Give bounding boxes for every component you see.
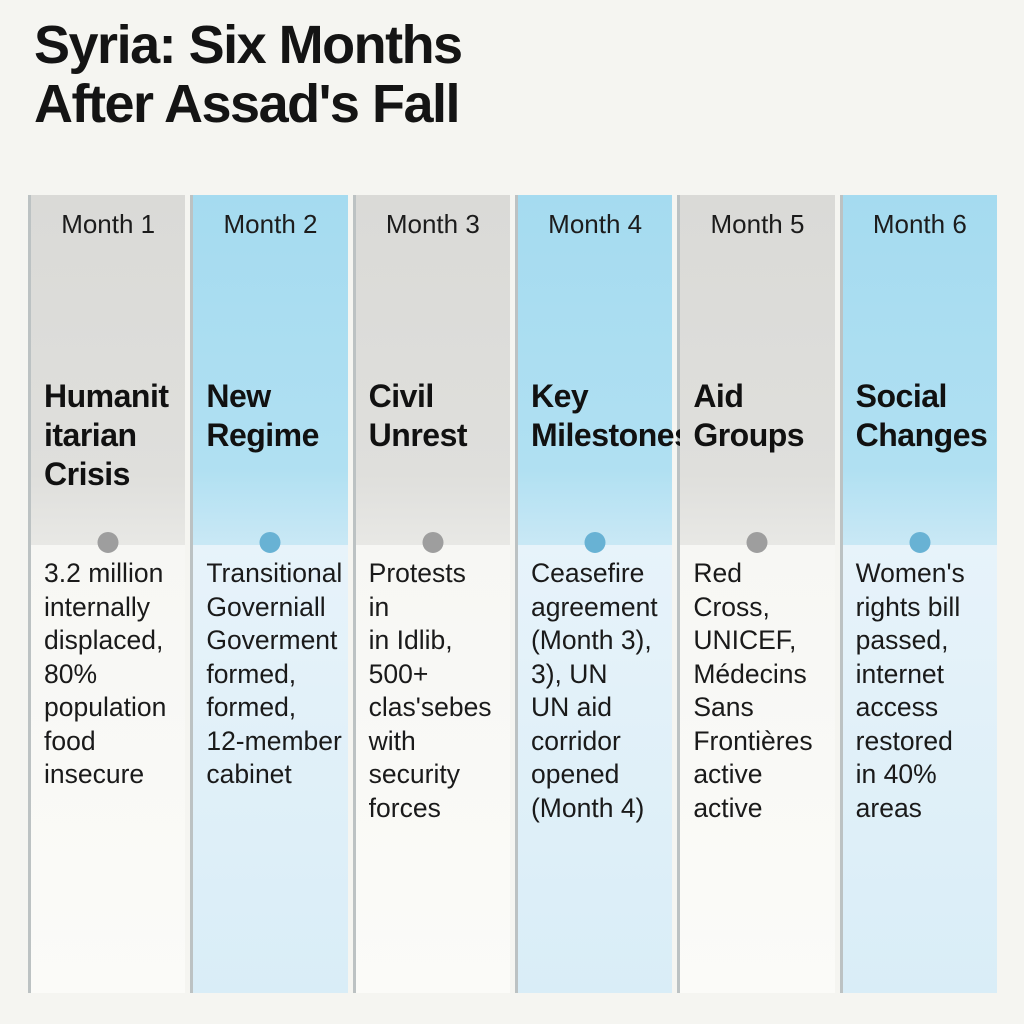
column-header-panel: Month 6 Social Changes xyxy=(842,195,997,553)
detail-text: Transitional Governiall Goverment formed… xyxy=(206,558,343,789)
column-header-panel: Month 4 Key Milestones xyxy=(517,195,692,553)
category-title: Aid Groups xyxy=(693,378,805,453)
detail-text: Ceasefire agreement (Month 3), 3), UN UN… xyxy=(530,558,658,823)
month-label: Month 2 xyxy=(223,209,318,239)
category-title: Humanit itarian Crisis xyxy=(44,378,169,492)
timeline-column-month-5: Month 5 Aid Groups Red Cross, UNICEF, Mé… xyxy=(677,195,835,993)
column-header-panel: Month 5 Aid Groups xyxy=(680,195,835,553)
month-label: Month 5 xyxy=(710,209,805,239)
column-detail-panel: 3.2 million internally displaced, 80% po… xyxy=(31,545,186,993)
detail-text: Red Cross, UNICEF, Médecins Sans Frontiè… xyxy=(693,558,813,823)
month-label: Month 6 xyxy=(872,209,967,239)
timeline-dot xyxy=(97,531,119,553)
timeline-dot xyxy=(746,531,768,553)
month-label: Month 3 xyxy=(385,209,480,239)
timeline-dot xyxy=(259,531,281,553)
column-detail-panel: Red Cross, UNICEF, Médecins Sans Frontiè… xyxy=(680,545,835,993)
detail-text: Women's rights bill passed, internet acc… xyxy=(855,558,965,823)
category-title: Key Milestones xyxy=(530,378,692,453)
column-header-panel: Month 2 New Regime xyxy=(193,195,348,553)
detail-text: Protests in in Idlib, 500+ clas'sebes wi… xyxy=(368,558,492,823)
timeline-table: Month 1 Humanit itarian Crisis 3.2 milli… xyxy=(28,195,997,993)
month-label: Month 1 xyxy=(61,209,156,239)
column-detail-panel: Transitional Governiall Goverment formed… xyxy=(193,545,348,993)
column-detail-panel: Protests in in Idlib, 500+ clas'sebes wi… xyxy=(355,545,510,993)
column-header-panel: Month 1 Humanit itarian Crisis xyxy=(31,195,186,553)
timeline-column-month-6: Month 6 Social Changes Women's rights bi… xyxy=(839,195,997,993)
timeline-dot xyxy=(422,531,444,553)
page-title: Syria: Six Months After Assad's Fall xyxy=(34,15,463,135)
month-label: Month 4 xyxy=(548,209,643,239)
column-detail-panel: Ceasefire agreement (Month 3), 3), UN UN… xyxy=(517,545,673,993)
column-detail-panel: Women's rights bill passed, internet acc… xyxy=(842,545,997,993)
category-title: Social Changes xyxy=(855,378,988,453)
timeline-dot xyxy=(909,531,931,553)
column-header-panel: Month 3 Civil Unrest xyxy=(355,195,510,553)
detail-text: 3.2 million internally displaced, 80% po… xyxy=(44,558,167,789)
timeline-column-month-1: Month 1 Humanit itarian Crisis 3.2 milli… xyxy=(28,195,186,993)
timeline-column-month-4: Month 4 Key Milestones Ceasefire agreeme… xyxy=(514,195,692,993)
category-title: New Regime xyxy=(206,378,319,453)
category-title: Civil Unrest xyxy=(368,378,468,453)
timeline-dot xyxy=(584,531,606,553)
timeline-column-month-2: Month 2 New Regime Transitional Governia… xyxy=(190,195,348,993)
timeline-column-month-3: Month 3 Civil Unrest Protests in in Idli… xyxy=(352,195,510,993)
